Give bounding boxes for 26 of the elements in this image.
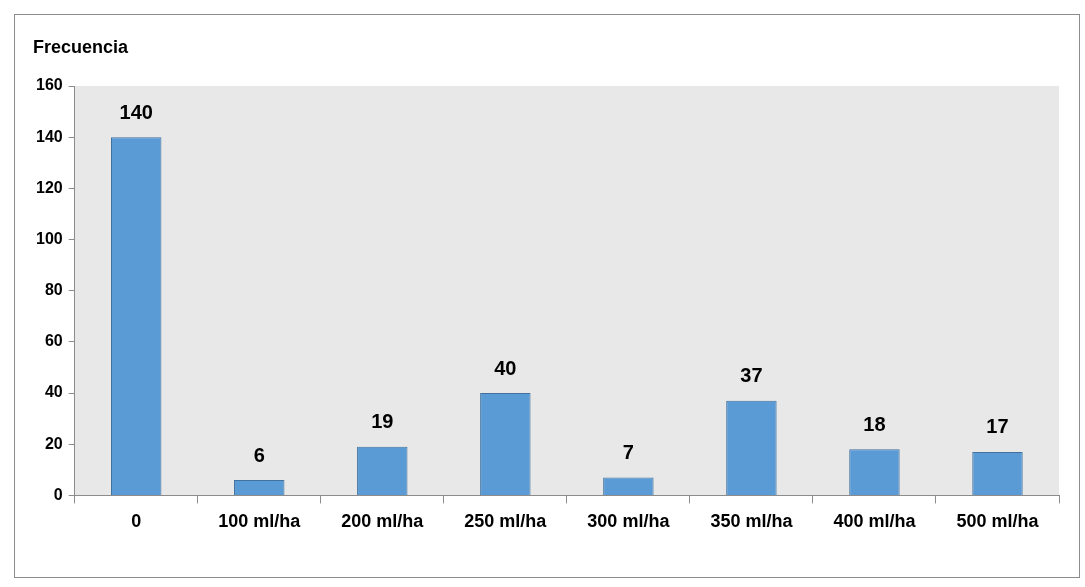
data-label: 17 — [986, 415, 1009, 438]
x-tick-label: 0 — [131, 511, 142, 532]
y-tick-label: 160 — [35, 76, 63, 94]
data-label: 18 — [863, 412, 886, 435]
y-tick-label: 100 — [35, 229, 63, 247]
x-tick-label: 100 ml/ha — [218, 511, 302, 532]
data-label: 40 — [494, 356, 517, 379]
y-tick-label: 40 — [44, 383, 63, 401]
y-tick-label: 80 — [44, 281, 63, 299]
y-tick-label: 0 — [53, 485, 63, 503]
y-tick-label: 120 — [35, 178, 63, 196]
y-axis-title: Frecuencia — [33, 36, 130, 57]
data-label: 6 — [253, 443, 265, 466]
x-tick-label: 300 ml/ha — [587, 511, 671, 532]
data-label: 7 — [622, 441, 634, 463]
data-label: 37 — [740, 364, 763, 387]
x-tick-label: 200 ml/ha — [341, 511, 425, 532]
y-tick-label: 20 — [44, 434, 63, 452]
data-label: 140 — [119, 100, 153, 123]
x-tick-label: 350 ml/ha — [710, 511, 794, 532]
y-tick-label: 140 — [35, 127, 63, 145]
x-tick-label: 400 ml/ha — [833, 511, 917, 532]
data-label: 19 — [371, 410, 394, 433]
x-tick-label: 500 ml/ha — [956, 511, 1040, 532]
x-tick-label: 250 ml/ha — [464, 511, 548, 532]
y-tick-label: 60 — [44, 332, 63, 350]
